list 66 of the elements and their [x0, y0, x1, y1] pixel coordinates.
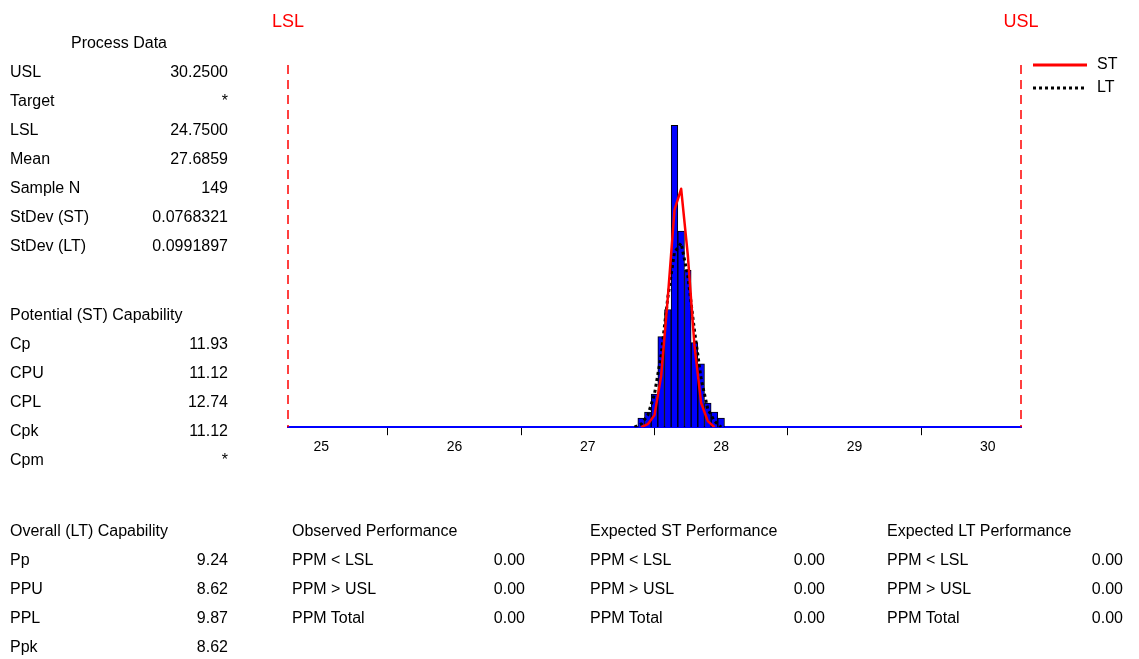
- text: 0.00: [1091, 550, 1123, 570]
- text: PPM Total: [292, 608, 365, 628]
- text: PPM > USL: [292, 579, 377, 599]
- text: PPM > USL: [590, 579, 675, 599]
- text: StDev (ST): [10, 207, 90, 227]
- x-tick-label: 30: [979, 438, 996, 455]
- text: 11.93: [189, 334, 228, 354]
- text: Process Data: [69, 33, 168, 53]
- text: 149: [201, 178, 228, 198]
- text: 0.00: [793, 579, 825, 599]
- text: 0.00: [1091, 579, 1123, 599]
- text: Potential (ST) Capability: [10, 305, 184, 325]
- text: 11.12: [189, 363, 228, 383]
- ref-line-label: LSL: [271, 10, 305, 31]
- text: 0.00: [793, 608, 825, 628]
- text: Target: [10, 91, 55, 111]
- text: 9.87: [196, 608, 228, 628]
- text: 0.00: [493, 608, 525, 628]
- text: CPU: [10, 363, 44, 383]
- text: Observed Performance: [292, 521, 459, 541]
- text: Overall (LT) Capability: [10, 521, 169, 541]
- text: Cp: [10, 334, 31, 354]
- text: PPM < LSL: [590, 550, 672, 570]
- text: PPM < LSL: [292, 550, 374, 570]
- ref-line-label: USL: [1003, 10, 1039, 31]
- text: Expected LT Performance: [887, 521, 1073, 541]
- text: PPM > USL: [887, 579, 972, 599]
- text: 0.0768321: [152, 207, 228, 227]
- text: PPM < LSL: [887, 550, 969, 570]
- text: CPL: [10, 392, 42, 412]
- text: Sample N: [10, 178, 81, 198]
- text: *: [221, 450, 228, 470]
- text: 11.12: [189, 421, 228, 441]
- text: 8.62: [196, 637, 228, 657]
- legend-label: LT: [1097, 78, 1115, 96]
- text: *: [221, 91, 228, 111]
- text: 12.74: [187, 392, 228, 412]
- text: StDev (LT): [10, 236, 87, 256]
- text: 27.6859: [170, 149, 228, 169]
- text: Cpk: [10, 421, 39, 441]
- text: PPL: [10, 608, 41, 628]
- text: Ppk: [10, 637, 38, 657]
- text: Mean: [10, 149, 51, 169]
- x-tick-label: 27: [580, 438, 596, 455]
- x-tick-label: 26: [446, 438, 463, 455]
- text: Pp: [10, 550, 30, 570]
- text: 0.00: [793, 550, 825, 570]
- text: 0.0991897: [152, 236, 228, 256]
- x-tick-label: 28: [713, 438, 730, 455]
- text: LSL: [10, 120, 39, 140]
- text: 30.2500: [170, 62, 228, 82]
- x-tick-label: 25: [313, 438, 330, 455]
- text: Cpm: [10, 450, 44, 470]
- text: Expected ST Performance: [590, 521, 779, 541]
- text: 0.00: [493, 550, 525, 570]
- text: 0.00: [493, 579, 525, 599]
- text: USL: [10, 62, 42, 82]
- legend-label: ST: [1097, 55, 1118, 73]
- text: 8.62: [196, 579, 228, 599]
- text: PPU: [10, 579, 43, 599]
- x-tick-label: 29: [846, 438, 863, 455]
- text: PPM Total: [887, 608, 960, 628]
- text: 24.7500: [170, 120, 228, 140]
- text: 9.24: [196, 550, 228, 570]
- text: PPM Total: [590, 608, 663, 628]
- text: 0.00: [1091, 608, 1123, 628]
